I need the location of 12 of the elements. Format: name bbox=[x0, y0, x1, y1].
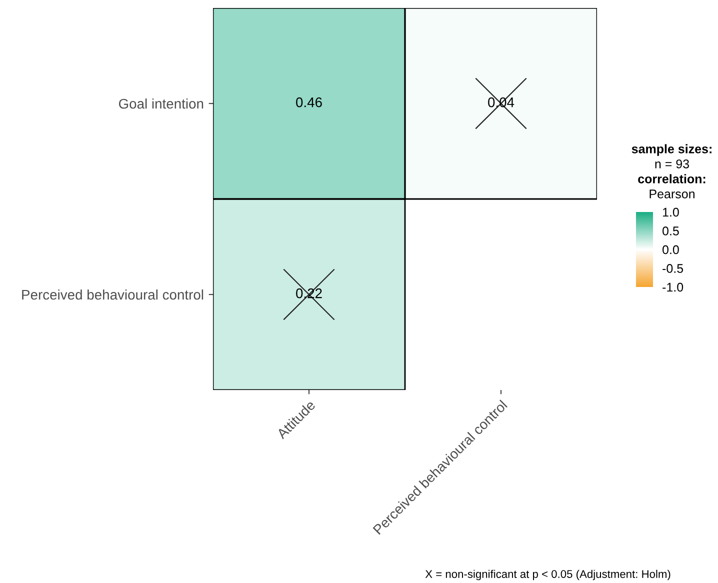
color-bar-title: Pearson bbox=[650, 190, 694, 198]
color-bar-label: 0.5 bbox=[662, 226, 679, 236]
data-label: 0.46 bbox=[296, 97, 322, 108]
color-bar-label: 1.0 bbox=[662, 208, 679, 217]
legend-title: sample sizes: bbox=[632, 144, 712, 156]
color-bar-label: -0.5 bbox=[662, 264, 684, 273]
color-bar-label: 0.0 bbox=[662, 245, 679, 254]
color-bar-label: -1.0 bbox=[662, 282, 684, 292]
text: X = non-significant at p < 0.05 (Adjustment: Holm) bbox=[425, 570, 670, 580]
y-tick-label: Goal intention bbox=[118, 98, 204, 109]
text: n = 93 bbox=[655, 160, 689, 168]
text: correlation: bbox=[638, 174, 706, 184]
